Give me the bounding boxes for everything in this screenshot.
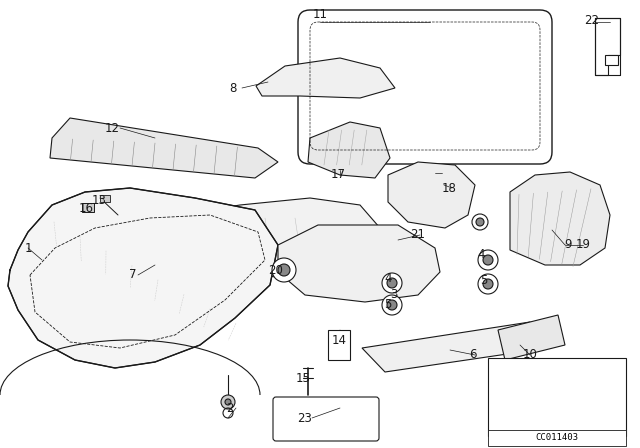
- Text: 15: 15: [296, 371, 310, 384]
- Text: 11: 11: [312, 9, 328, 22]
- Circle shape: [382, 295, 402, 315]
- Bar: [328, 330, 350, 360]
- Circle shape: [472, 214, 488, 230]
- Circle shape: [478, 274, 498, 294]
- Polygon shape: [605, 55, 618, 65]
- Bar: [100, 195, 110, 202]
- Text: 10: 10: [523, 349, 538, 362]
- Text: 5: 5: [480, 273, 488, 287]
- Bar: [488, 358, 626, 436]
- Text: 9: 9: [564, 238, 572, 251]
- Text: 4: 4: [384, 271, 392, 284]
- Circle shape: [272, 258, 296, 282]
- Text: 5: 5: [384, 298, 392, 311]
- Polygon shape: [278, 225, 440, 302]
- Polygon shape: [8, 188, 278, 368]
- Text: 3: 3: [390, 289, 397, 302]
- Polygon shape: [538, 380, 610, 408]
- Text: 23: 23: [298, 412, 312, 425]
- FancyBboxPatch shape: [298, 10, 552, 164]
- Polygon shape: [498, 380, 615, 424]
- FancyBboxPatch shape: [273, 397, 379, 441]
- Text: 13: 13: [92, 194, 106, 207]
- Circle shape: [387, 278, 397, 288]
- Polygon shape: [595, 18, 620, 75]
- Circle shape: [387, 300, 397, 310]
- Circle shape: [278, 264, 290, 276]
- Text: 8: 8: [229, 82, 237, 95]
- Text: 7: 7: [129, 268, 137, 281]
- Bar: [82, 203, 94, 212]
- Polygon shape: [308, 122, 390, 178]
- Text: 1: 1: [24, 241, 32, 254]
- Text: 17: 17: [330, 168, 346, 181]
- Polygon shape: [256, 58, 395, 98]
- Circle shape: [225, 399, 231, 405]
- Text: 16: 16: [79, 202, 93, 215]
- Text: CC011403: CC011403: [536, 434, 579, 443]
- Circle shape: [483, 255, 493, 265]
- Circle shape: [483, 279, 493, 289]
- Text: 6: 6: [469, 349, 477, 362]
- Polygon shape: [362, 322, 548, 372]
- Polygon shape: [50, 118, 278, 178]
- Text: 4: 4: [477, 249, 484, 262]
- Circle shape: [478, 250, 498, 270]
- Text: 14: 14: [332, 333, 346, 346]
- Circle shape: [382, 273, 402, 293]
- Text: 2: 2: [227, 401, 234, 414]
- Circle shape: [221, 395, 235, 409]
- Text: 20: 20: [269, 263, 284, 276]
- Text: 12: 12: [104, 121, 120, 134]
- Polygon shape: [498, 396, 540, 420]
- Text: 19: 19: [575, 238, 591, 251]
- Polygon shape: [388, 162, 475, 228]
- Text: 18: 18: [442, 181, 456, 194]
- Polygon shape: [510, 172, 610, 265]
- Bar: [488, 430, 626, 446]
- Text: 22: 22: [584, 13, 600, 26]
- Text: 21: 21: [410, 228, 426, 241]
- Polygon shape: [498, 315, 565, 360]
- Polygon shape: [130, 198, 380, 280]
- Circle shape: [476, 218, 484, 226]
